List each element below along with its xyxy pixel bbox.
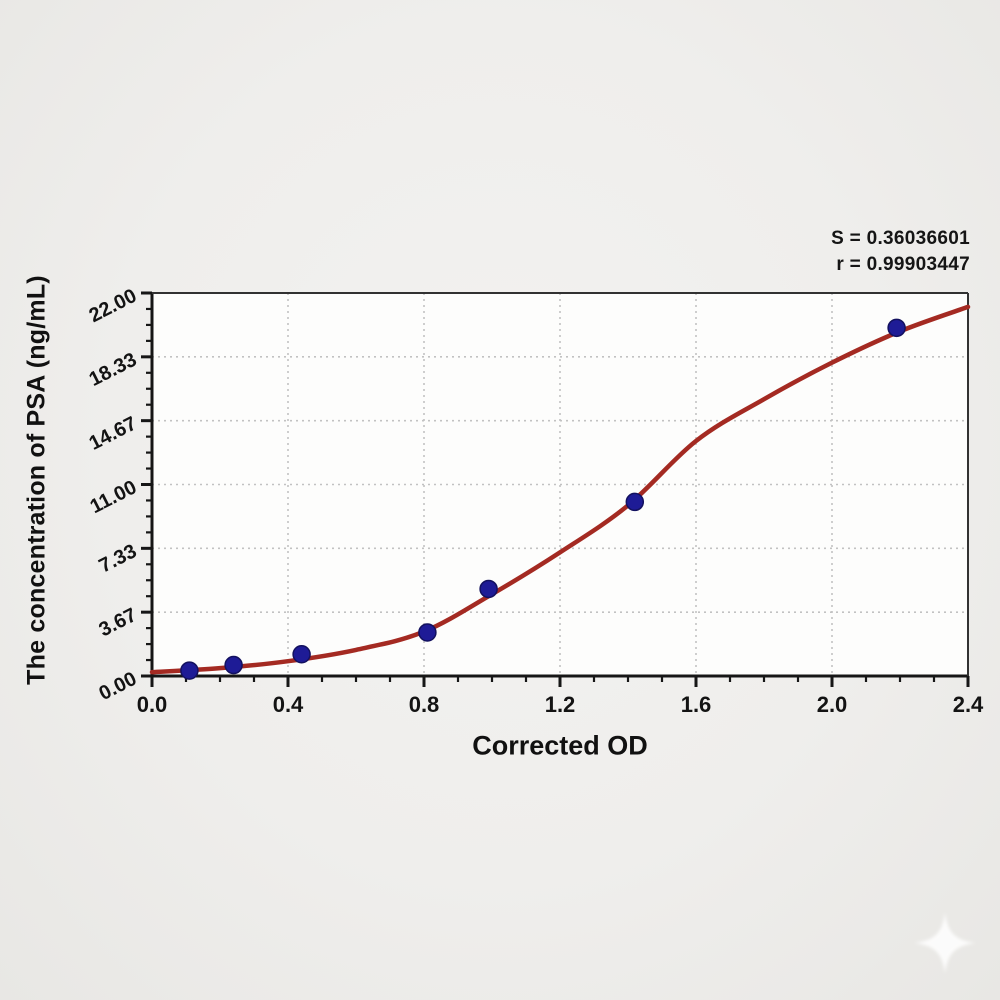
svg-text:14.67: 14.67 bbox=[86, 413, 141, 455]
standard-point bbox=[292, 644, 311, 664]
plot-frame bbox=[150, 292, 969, 678]
svg-text:0.0: 0.0 bbox=[137, 692, 168, 717]
standard-point bbox=[418, 623, 437, 642]
standard-point bbox=[224, 655, 243, 675]
fit-statistics: S = 0.36036601 r = 0.99903447 bbox=[831, 226, 970, 278]
svg-text:3.67: 3.67 bbox=[96, 604, 141, 641]
fit-stat-s: S = 0.36036601 bbox=[831, 228, 970, 249]
svg-text:11.00: 11.00 bbox=[87, 476, 141, 518]
fitted-curve bbox=[149, 304, 971, 675]
svg-text:2.0: 2.0 bbox=[817, 692, 848, 717]
svg-text:0.8: 0.8 bbox=[409, 692, 440, 717]
sparkle-icon bbox=[915, 913, 975, 973]
standard-point bbox=[887, 318, 906, 338]
standard-point bbox=[625, 492, 645, 512]
standard-point bbox=[180, 661, 199, 680]
svg-text:1.6: 1.6 bbox=[681, 692, 712, 717]
svg-text:1.2: 1.2 bbox=[545, 692, 576, 717]
svg-text:7.33: 7.33 bbox=[96, 540, 141, 577]
fit-stat-r: r = 0.99903447 bbox=[836, 254, 970, 275]
svg-text:2.4: 2.4 bbox=[953, 692, 984, 717]
svg-text:22.00: 22.00 bbox=[86, 285, 141, 327]
standard-point bbox=[479, 579, 498, 599]
svg-text:18.33: 18.33 bbox=[86, 349, 141, 391]
y-axis-title: The concentration of PSA (ng/mL) bbox=[22, 275, 51, 685]
standard-points bbox=[180, 318, 906, 680]
svg-text:0.4: 0.4 bbox=[273, 692, 304, 717]
x-axis-title: Corrected OD bbox=[472, 730, 648, 761]
svg-text:0.00: 0.00 bbox=[96, 668, 141, 705]
